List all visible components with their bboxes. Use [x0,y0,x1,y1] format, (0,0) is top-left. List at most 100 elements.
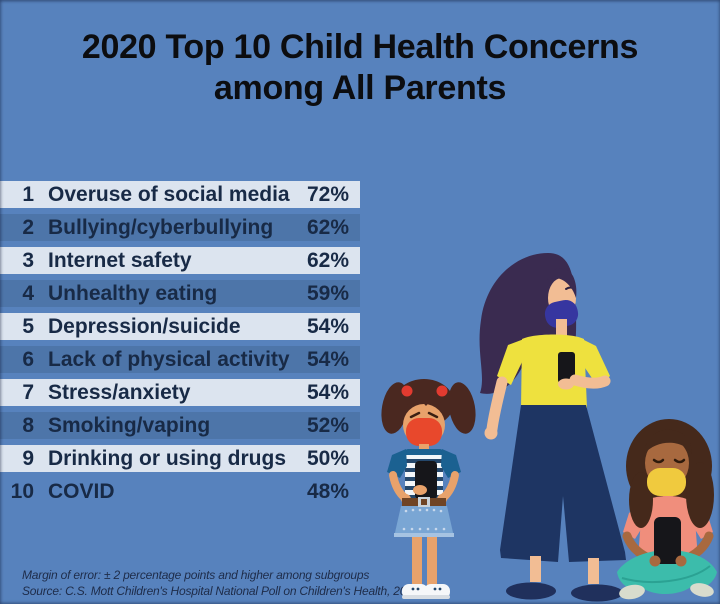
girl-right-sleeve [441,449,461,478]
percent-value: 62% [307,215,350,239]
percent-value: 59% [307,281,350,305]
mother-pants [500,405,626,562]
percent-value: 50% [307,446,350,470]
sitting-girl-left-shoe [619,584,645,600]
concern-label: Stress/anxiety [48,380,191,404]
footnotes: Margin of error: ± 2 percentage points a… [22,567,492,599]
rank-cell: 3 [22,248,34,272]
concern-label: Smoking/vaping [48,413,211,437]
page-title-line2: among All Parents [213,69,507,107]
concern-label: Depression/suicide [48,314,241,338]
table-row: 10 COVID 48% [0,478,360,505]
table-row: 9 Drinking or using drugs 50% [0,445,360,472]
concern-label: Lack of physical activity [48,347,290,371]
percent-value: 54% [307,380,350,404]
girl-skirt-studs [402,508,446,531]
girl-mask [406,418,442,446]
sitting-girl-right-hand [675,555,687,567]
table-row: 8 Smoking/vaping 52% [0,412,360,439]
page-title: 2020 Top 10 Child Health Concerns among … [0,27,720,109]
table-row: 3 Internet safety 62% [0,247,360,274]
mother-mask [544,299,579,328]
concern-label: Drinking or using drugs [48,446,287,470]
sitting-girl-hair-right-strand [686,462,714,528]
girl-skirt-hem [394,533,454,537]
sitting-girl-crossed-legs [617,550,717,595]
mother-right-forearm [569,374,611,389]
table-row: 6 Lack of physical activity 54% [0,346,360,373]
mother-hair-fringe [547,268,577,298]
table-row: 1 Overuse of social media 72% [0,181,360,208]
rank-cell: 1 [22,182,34,206]
table-row: 5 Depression/suicide 54% [0,313,360,340]
mother-left-flat-shoe [506,582,556,600]
girl-left-leg [412,537,422,586]
girl-belt-buckle-inner [421,499,427,505]
girl-right-hair-bow [436,385,448,397]
mother-phone [558,352,575,383]
girl-left-hair-bow [401,385,413,397]
rank-cell: 2 [22,215,34,239]
rank-cell: 7 [22,380,34,404]
girl-right-sneaker-sole [424,595,450,599]
rank-cell: 5 [22,314,34,338]
girl-left-eye [409,411,421,419]
mother-right-hand [558,378,574,390]
rank-cell: 8 [22,413,34,437]
sitting-girl-left-eye [652,458,665,464]
mother-left-hand [484,426,498,440]
percent-value: 62% [307,248,350,272]
percent-value: 48% [307,479,350,503]
sitting-girl-right-shoe [690,583,714,597]
concern-label: Internet safety [48,248,192,272]
margin-of-error-note: Margin of error: ± 2 percentage points a… [22,568,370,582]
source-note: Source: C.S. Mott Children's Hospital Na… [22,584,420,598]
mother-shirt [521,334,587,415]
mother-left-ankle [530,556,541,582]
sitting-girl-right-eye [673,458,686,464]
sitting-girl-hair-left-strand [629,472,653,528]
concerns-ranked-list: 1 Overuse of social media 72% 2 Bullying… [0,181,360,511]
table-row: 4 Unhealthy eating 59% [0,280,360,307]
girl-hand-on-phone [413,485,427,495]
girl-right-leg [427,537,437,586]
sitting-girl-mask [647,468,686,496]
sitting-girl-figure [617,419,717,600]
girl-left-sleeve [387,449,407,478]
percent-value: 54% [307,347,350,371]
mother-figure [479,253,626,602]
sitting-girl-bangs [644,429,692,454]
family-on-phones-illustration [381,253,717,602]
mother-shirt-right-sleeve [581,339,610,387]
percent-value: 54% [307,314,350,338]
sitting-girl-left-hand [649,555,661,567]
standing-girl-figure [381,379,476,599]
percent-value: 72% [307,182,350,206]
rank-cell: 10 [10,479,34,503]
page-title-line1: 2020 Top 10 Child Health Concerns [81,28,639,66]
girl-right-eye [427,411,439,419]
percent-value: 52% [307,413,350,437]
mother-neck [556,319,567,342]
table-row: 2 Bullying/cyberbullying 62% [0,214,360,241]
rank-cell: 6 [22,347,34,371]
girl-sneaker-laces [411,587,442,591]
sitting-girl-phone [654,517,681,564]
concern-label: Overuse of social media [48,182,290,206]
mother-right-ankle [588,558,599,584]
mother-left-arm [486,376,508,435]
table-row: 7 Stress/anxiety 54% [0,379,360,406]
sitting-girl-legs-seam [621,565,711,583]
girl-neck [419,444,429,453]
girl-denim-skirt [394,506,454,537]
concern-label: Unhealthy eating [48,281,218,305]
concern-label: Bullying/cyberbullying [48,215,274,239]
girl-left-sneaker-sole [402,595,428,599]
mother-shirt-left-sleeve [497,339,524,385]
girl-right-arm [439,471,459,502]
girl-left-arm [389,471,409,502]
rank-cell: 9 [22,446,34,470]
rank-cell: 4 [22,281,34,305]
mother-right-flat-shoe [571,584,623,602]
